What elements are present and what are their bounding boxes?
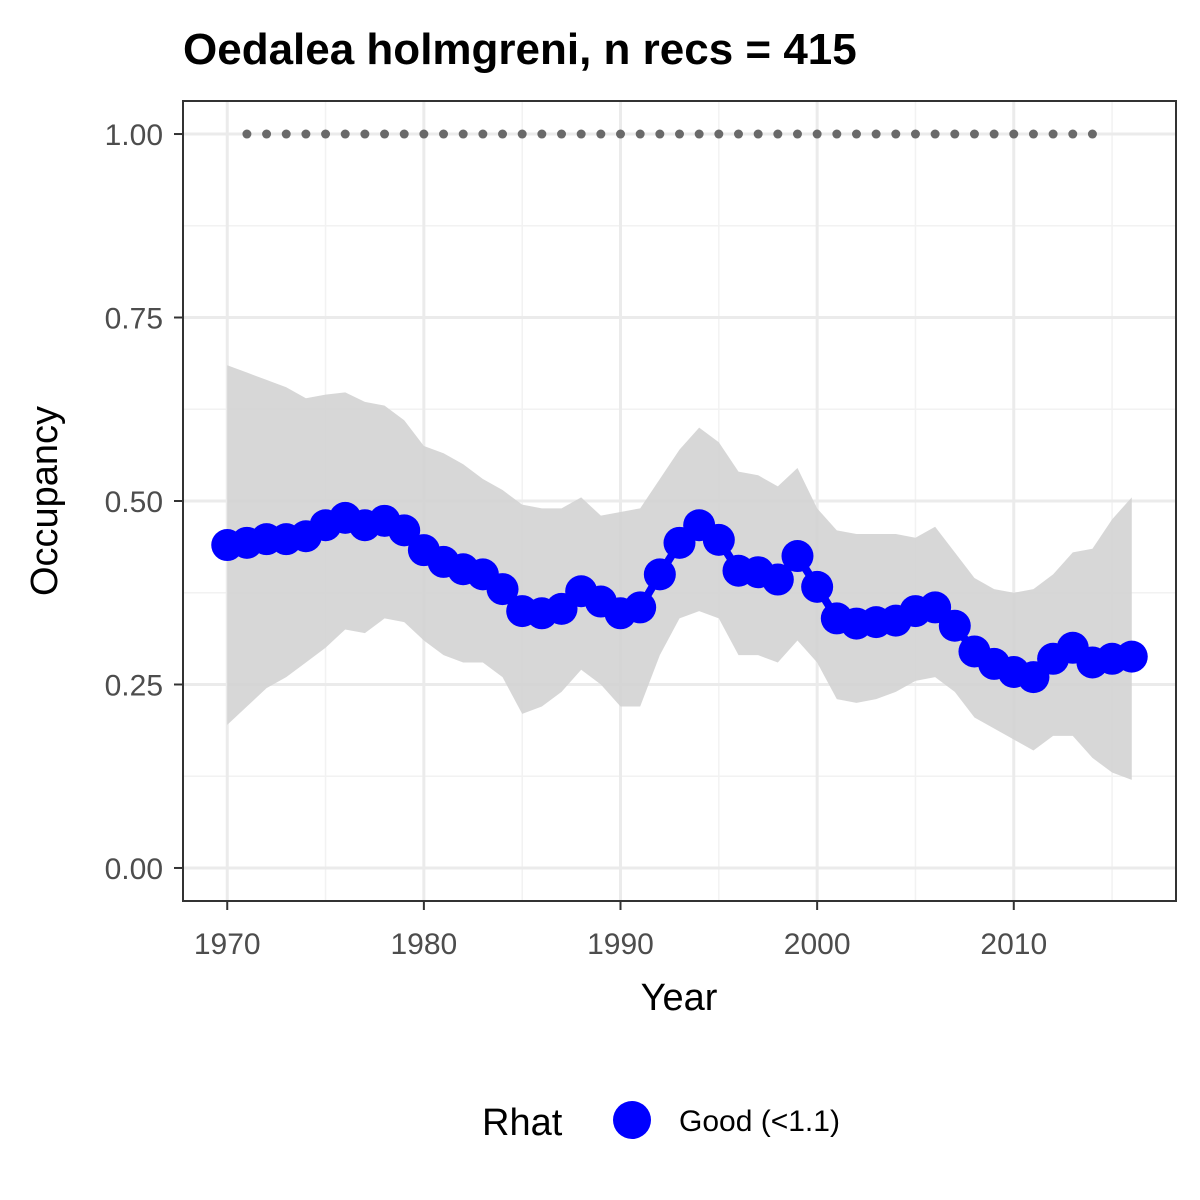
rhat-dot bbox=[753, 129, 763, 139]
legend-title: Rhat bbox=[482, 1102, 563, 1144]
rhat-dot bbox=[399, 129, 409, 139]
rhat-dot bbox=[380, 129, 390, 139]
rhat-dot bbox=[694, 129, 704, 139]
y-tick-label: 0.50 bbox=[105, 486, 163, 519]
rhat-dot bbox=[792, 129, 802, 139]
rhat-dot bbox=[1087, 129, 1097, 139]
legend: Rhat Good (<1.1) bbox=[482, 1101, 840, 1144]
y-tick-label: 0.00 bbox=[105, 853, 163, 886]
rhat-dot bbox=[1009, 129, 1019, 139]
series-point bbox=[643, 558, 676, 591]
rhat-dotted-line bbox=[242, 129, 1097, 139]
rhat-dot bbox=[832, 129, 842, 139]
confidence-ribbon bbox=[227, 365, 1132, 780]
x-axis-title: Year bbox=[641, 977, 718, 1019]
rhat-dot bbox=[969, 129, 979, 139]
legend-key-good bbox=[613, 1101, 651, 1139]
x-tick-label: 1990 bbox=[587, 928, 654, 961]
rhat-dot bbox=[1048, 129, 1058, 139]
rhat-dot bbox=[321, 129, 331, 139]
x-tick-label: 1980 bbox=[391, 928, 458, 961]
series-point bbox=[781, 540, 814, 573]
rhat-dot bbox=[635, 129, 645, 139]
rhat-dot bbox=[812, 129, 822, 139]
rhat-dot bbox=[340, 129, 350, 139]
x-axis-ticks: 1970 1980 1990 2000 2010 bbox=[194, 901, 1047, 961]
series-point bbox=[761, 563, 794, 596]
chart-title: Oedalea holmgreni, n recs = 415 bbox=[183, 25, 857, 74]
rhat-dot bbox=[733, 129, 743, 139]
series-point bbox=[702, 523, 735, 556]
rhat-dot bbox=[655, 129, 665, 139]
legend-label-good: Good (<1.1) bbox=[679, 1105, 840, 1138]
y-axis-ticks: 0.00 0.25 0.50 0.75 1.00 bbox=[105, 119, 183, 886]
x-tick-label: 1970 bbox=[194, 928, 261, 961]
rhat-dot bbox=[989, 129, 999, 139]
rhat-dot bbox=[714, 129, 724, 139]
rhat-dot bbox=[242, 129, 252, 139]
rhat-dot bbox=[596, 129, 606, 139]
rhat-dot bbox=[360, 129, 370, 139]
rhat-dot bbox=[439, 129, 449, 139]
rhat-dot bbox=[301, 129, 311, 139]
rhat-dot bbox=[1068, 129, 1078, 139]
x-tick-label: 2000 bbox=[784, 928, 851, 961]
rhat-dot bbox=[458, 129, 468, 139]
rhat-dot bbox=[262, 129, 272, 139]
rhat-dot bbox=[930, 129, 940, 139]
y-tick-label: 1.00 bbox=[105, 119, 163, 152]
rhat-dot bbox=[891, 129, 901, 139]
rhat-dot bbox=[281, 129, 291, 139]
x-tick-label: 2010 bbox=[980, 928, 1047, 961]
y-tick-label: 0.75 bbox=[105, 303, 163, 336]
series-point bbox=[938, 609, 971, 642]
rhat-dot bbox=[517, 129, 527, 139]
series-points-layer bbox=[211, 501, 1148, 694]
rhat-dot bbox=[576, 129, 586, 139]
rhat-dot bbox=[950, 129, 960, 139]
rhat-dot bbox=[851, 129, 861, 139]
rhat-dot bbox=[871, 129, 881, 139]
rhat-dot bbox=[1028, 129, 1038, 139]
rhat-dot bbox=[478, 129, 488, 139]
rhat-dot bbox=[537, 129, 547, 139]
rhat-dot bbox=[557, 129, 567, 139]
series-point bbox=[388, 514, 421, 547]
rhat-dot bbox=[675, 129, 684, 139]
y-axis-title: Occupancy bbox=[24, 406, 66, 596]
rhat-dot bbox=[616, 129, 626, 139]
rhat-dot bbox=[773, 129, 783, 139]
series-point bbox=[486, 573, 519, 606]
rhat-dot bbox=[419, 129, 429, 139]
y-tick-label: 0.25 bbox=[105, 669, 163, 702]
rhat-dot bbox=[498, 129, 508, 139]
series-point bbox=[801, 570, 834, 603]
rhat-dot bbox=[910, 129, 920, 139]
series-point bbox=[624, 591, 657, 624]
series-point bbox=[1115, 640, 1148, 673]
